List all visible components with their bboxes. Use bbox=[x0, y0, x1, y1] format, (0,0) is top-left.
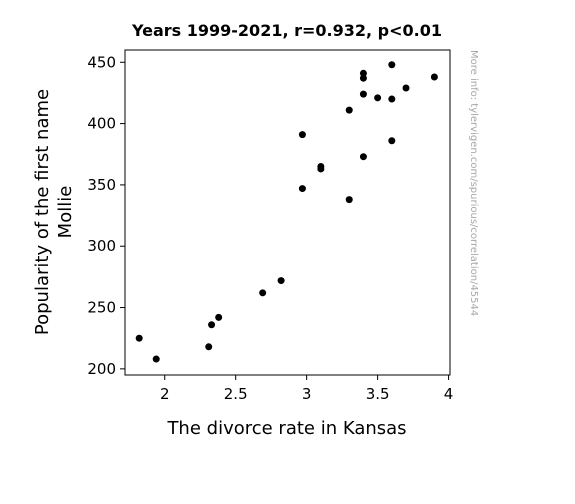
data-point bbox=[388, 137, 396, 145]
data-point bbox=[388, 95, 396, 103]
data-point bbox=[402, 84, 410, 92]
x-tick-label: 3.5 bbox=[366, 385, 390, 403]
x-axis: 2 2.5 3 3.5 4 bbox=[160, 375, 453, 403]
data-point bbox=[317, 165, 325, 173]
chart-title: Years 1999-2021, r=0.932, p<0.01 bbox=[131, 21, 442, 40]
y-tick-label: 450 bbox=[87, 53, 116, 71]
y-tick-label: 300 bbox=[87, 237, 116, 255]
data-point bbox=[388, 61, 396, 69]
data-point bbox=[359, 90, 367, 98]
data-point bbox=[298, 131, 306, 139]
y-tick-label: 250 bbox=[87, 299, 116, 317]
y-axis: 200 250 300 350 400 450 bbox=[87, 53, 125, 378]
x-tick-label: 2 bbox=[160, 385, 170, 403]
data-point bbox=[208, 321, 216, 329]
source-watermark: More info: tylervigen.com/spurious/corre… bbox=[468, 50, 479, 316]
data-point bbox=[215, 313, 223, 321]
x-tick-label: 4 bbox=[444, 385, 454, 403]
data-point bbox=[359, 69, 367, 77]
y-axis-label-line-1: Popularity of the first name bbox=[32, 89, 53, 335]
y-tick-label: 200 bbox=[87, 360, 116, 378]
data-point bbox=[345, 196, 353, 204]
y-axis-label-line-2: Mollie bbox=[55, 186, 76, 239]
data-point bbox=[152, 355, 160, 363]
data-point bbox=[359, 74, 367, 82]
data-points bbox=[135, 61, 438, 363]
y-tick-label: 400 bbox=[87, 115, 116, 133]
plot-area-frame bbox=[124, 49, 451, 376]
x-tick-label: 2.5 bbox=[224, 385, 248, 403]
data-point bbox=[430, 73, 438, 81]
data-point bbox=[205, 343, 213, 351]
x-tick-label: 3 bbox=[302, 385, 312, 403]
data-point bbox=[359, 153, 367, 161]
data-point bbox=[374, 94, 382, 102]
data-point bbox=[345, 106, 353, 114]
data-point bbox=[298, 185, 306, 193]
data-point bbox=[277, 277, 285, 285]
data-point bbox=[259, 289, 267, 297]
x-axis-label: The divorce rate in Kansas bbox=[166, 418, 406, 439]
y-tick-label: 350 bbox=[87, 176, 116, 194]
data-point bbox=[135, 334, 143, 342]
